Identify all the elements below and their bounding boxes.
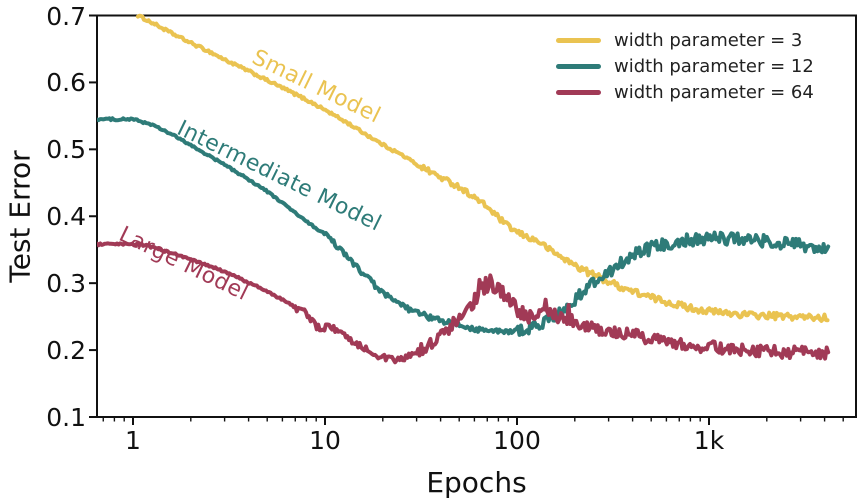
y-tick-label-0.4: 0.4 — [46, 202, 86, 232]
legend-swatch-large-model — [556, 90, 601, 95]
y-tick-label-0.1: 0.1 — [46, 403, 86, 432]
legend-label-intermediate-model: width parameter = 12 — [614, 55, 814, 77]
y-tick-label-0.5: 0.5 — [46, 135, 86, 165]
x-axis-title: Epochs — [426, 466, 527, 499]
y-tick-label-0.6: 0.6 — [46, 68, 86, 98]
legend-label-large-model: width parameter = 64 — [614, 81, 814, 103]
legend-row-large-model: width parameter = 64 — [556, 82, 814, 103]
curve-large-model — [97, 241, 831, 365]
legend-row-small-model: width parameter = 3 — [556, 30, 814, 51]
curve-small-model — [135, 13, 830, 323]
legend-label-small-model: width parameter = 3 — [614, 29, 803, 51]
x-tick-label-100: 100 — [493, 426, 541, 455]
x-tick-label-10: 10 — [309, 426, 341, 455]
curve-intermediate-model — [97, 116, 831, 337]
y-tick-label-0.2: 0.2 — [46, 336, 86, 366]
legend-swatch-intermediate-model — [556, 64, 601, 69]
x-tick-label-1k: 1k — [693, 426, 725, 455]
y-tick-label-0.7: 0.7 — [46, 1, 86, 31]
legend-swatch-small-model — [556, 38, 601, 43]
legend: width parameter = 3 width parameter = 12 w… — [556, 30, 814, 108]
x-tick-label-1: 1 — [125, 426, 141, 455]
y-tick-label-0.3: 0.3 — [46, 269, 86, 299]
legend-row-intermediate-model: width parameter = 12 — [556, 56, 814, 77]
